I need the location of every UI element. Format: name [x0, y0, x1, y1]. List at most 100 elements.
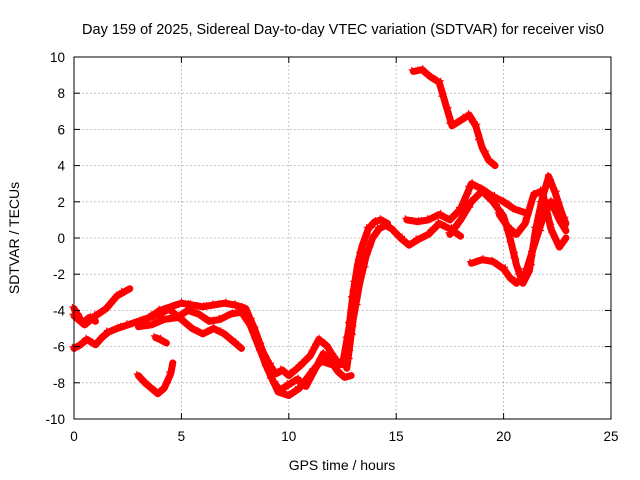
data-point-marker [94, 337, 101, 344]
data-point-marker [347, 335, 354, 342]
data-point-marker [553, 188, 560, 195]
data-point-marker [168, 315, 175, 322]
data-point-marker [166, 305, 173, 312]
x-tick-label: 0 [70, 429, 78, 444]
data-point-marker [203, 302, 210, 309]
data-series-6 [166, 305, 245, 352]
data-point-marker [509, 244, 516, 250]
data-point-marker [447, 121, 454, 128]
data-point-marker [114, 323, 121, 330]
data-point-marker [342, 363, 349, 370]
data-point-marker [462, 194, 469, 201]
data-point-marker [362, 263, 369, 270]
data-point-marker [261, 360, 268, 367]
data-point-marker [350, 278, 357, 285]
x-tick-label: 5 [178, 429, 186, 444]
data-point-marker [160, 314, 167, 321]
data-point-marker [414, 66, 421, 73]
data-point-marker [157, 387, 164, 394]
data-point-marker [259, 348, 266, 355]
data-point-marker [263, 363, 270, 370]
data-point-marker [473, 126, 480, 133]
data-point-marker [440, 213, 447, 220]
data-point-marker [104, 304, 111, 310]
y-axis-label: SDTVAR / TECUs [6, 182, 22, 294]
data-point-marker [83, 334, 90, 341]
data-point-marker [216, 314, 223, 321]
data-point-marker [512, 229, 519, 236]
data-point-marker [517, 224, 524, 231]
data-point-marker [521, 265, 528, 272]
data-point-marker [522, 269, 529, 276]
data-point-marker [421, 69, 428, 76]
data-point-marker [527, 202, 534, 209]
data-point-marker [354, 301, 361, 308]
data-point-marker [248, 325, 255, 332]
data-point-marker [169, 302, 176, 309]
y-tick-label: 10 [50, 50, 65, 65]
data-point-marker [489, 197, 496, 204]
data-point-marker [446, 120, 453, 126]
data-point-marker [287, 368, 294, 375]
data-point-marker [553, 193, 559, 200]
data-point-marker [473, 257, 480, 264]
data-point-marker [188, 323, 195, 330]
data-point-marker [466, 258, 473, 265]
data-point-marker [292, 387, 299, 394]
data-point-marker [123, 320, 130, 327]
x-tick-label: 15 [389, 429, 404, 444]
data-point-marker [79, 338, 86, 345]
data-point-marker [285, 390, 292, 397]
y-tick-label: -8 [53, 376, 65, 391]
data-point-marker [91, 311, 98, 318]
data-point-marker [530, 190, 537, 196]
data-point-marker [156, 318, 163, 325]
data-point-marker [453, 119, 460, 126]
data-point-marker [545, 215, 552, 222]
data-point-marker [241, 309, 248, 316]
data-point-marker [529, 242, 536, 249]
data-point-marker [354, 256, 361, 263]
data-point-marker [145, 322, 152, 329]
data-series-16 [408, 65, 499, 170]
data-point-marker [139, 322, 146, 329]
data-point-marker [548, 229, 555, 236]
data-point-marker [233, 341, 240, 348]
data-point-marker [140, 316, 147, 323]
data-point-marker [413, 235, 420, 242]
data-point-marker [527, 254, 533, 261]
data-point-marker [216, 300, 223, 307]
data-point-marker [182, 309, 189, 316]
data-point-marker [87, 313, 94, 319]
data-point-marker [98, 332, 105, 339]
data-series-3 [69, 304, 99, 327]
data-point-marker [349, 310, 356, 317]
data-point-marker [94, 340, 101, 347]
data-point-marker [142, 378, 149, 385]
data-point-marker [426, 229, 433, 236]
data-point-marker [324, 359, 331, 366]
data-point-marker [180, 318, 187, 325]
y-tick-label: -10 [45, 412, 65, 427]
data-point-marker [295, 374, 302, 381]
data-point-marker [346, 355, 353, 362]
data-point-marker [543, 210, 549, 217]
data-point-marker [494, 195, 501, 202]
data-point-marker [294, 383, 301, 390]
data-point-marker [293, 366, 299, 373]
series-trace [152, 334, 170, 347]
data-point-marker [156, 305, 163, 312]
data-point-marker [558, 219, 565, 226]
data-point-marker [148, 311, 155, 318]
y-tick-label: 4 [57, 159, 65, 174]
data-point-marker [78, 318, 85, 325]
data-point-marker [551, 202, 558, 209]
data-point-marker [363, 247, 370, 254]
data-point-marker [532, 238, 539, 245]
x-tick-label: 10 [281, 429, 296, 444]
data-point-marker [452, 212, 459, 219]
data-point-marker [556, 199, 563, 206]
data-point-marker [494, 209, 501, 216]
data-point-marker [437, 209, 444, 216]
